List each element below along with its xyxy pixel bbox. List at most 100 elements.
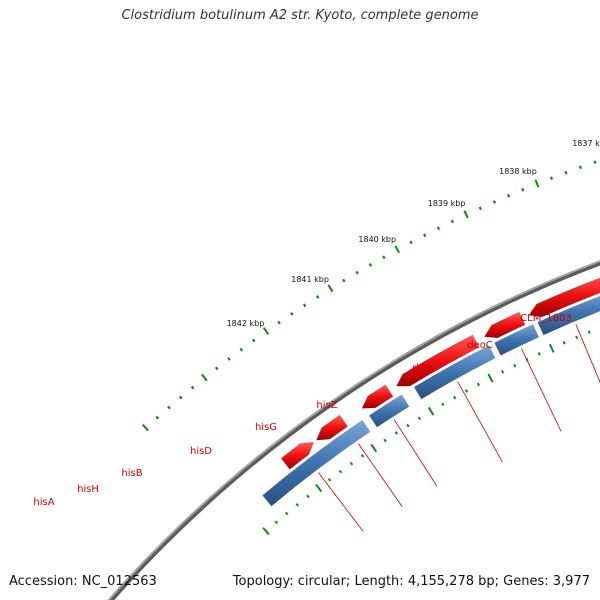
gene-label: hisZ xyxy=(316,400,337,411)
gene-label: hisG xyxy=(255,422,277,433)
inner-scale-dot xyxy=(370,443,378,453)
scale-dot xyxy=(141,423,149,432)
scale-dot xyxy=(506,193,511,198)
scale-dot xyxy=(593,160,597,164)
kbp-tick-label: 1840 kbp xyxy=(358,235,396,244)
scale-dot xyxy=(190,385,195,390)
kbp-tick-label: 1838 kbp xyxy=(499,167,537,176)
scale-dot xyxy=(327,284,334,293)
scale-dot xyxy=(409,240,413,245)
inner-scale-dot xyxy=(575,335,579,340)
accession-info: Accession: NC_012563 xyxy=(9,574,157,589)
scale-dot xyxy=(450,219,454,224)
inner-scale-dot xyxy=(587,330,591,334)
genome-summary: Topology: circular; Length: 4,155,278 bp… xyxy=(232,574,590,589)
scale-dot xyxy=(436,226,441,231)
scale-dot xyxy=(201,373,208,382)
gene-leader-line xyxy=(393,419,438,487)
scale-dot xyxy=(549,176,554,180)
gene-track xyxy=(262,277,600,507)
scale-dot xyxy=(478,206,482,211)
gene-label: rbsK xyxy=(412,363,435,374)
reverse-gene-bar xyxy=(368,394,410,428)
inner-scale-dot xyxy=(327,477,332,482)
scale-dot xyxy=(463,210,469,219)
inner-scale-dot xyxy=(487,373,494,383)
gene-label: hisD xyxy=(190,446,212,457)
inner-scale-dot xyxy=(406,423,410,428)
inner-scale-dot xyxy=(476,382,481,387)
inner-scale-dot xyxy=(548,343,555,353)
scale-dot xyxy=(534,179,540,188)
gene-label: deoC xyxy=(467,340,493,351)
inner-scale-dot xyxy=(394,431,399,435)
inner-scale-dot xyxy=(274,520,279,525)
genome-backbone xyxy=(107,260,600,600)
inner-scale-dot xyxy=(562,340,566,345)
inner-scale-dot xyxy=(349,461,354,466)
inner-scale-dots xyxy=(262,330,591,536)
inner-scale-dot xyxy=(464,389,469,393)
scale-dot xyxy=(368,263,373,267)
scale-dot xyxy=(355,270,359,275)
genes-value: 3,977 xyxy=(552,574,590,589)
scale-dot xyxy=(227,357,231,361)
scale-dot xyxy=(155,415,160,420)
scale-dot xyxy=(564,170,568,175)
gene-labels: hisA hisH hisB hisD hisG hisZ rbsK deoC CLM_1803 xyxy=(33,313,600,532)
scale-dot xyxy=(214,366,219,371)
topology-value: circular xyxy=(297,574,346,589)
scale-dot xyxy=(578,165,582,170)
kbp-tick-label: 1839 kbp xyxy=(428,199,466,208)
length-label: Length: xyxy=(354,574,404,589)
gene-leader-line xyxy=(521,348,562,432)
kbp-scale-dots xyxy=(141,160,597,432)
scale-dot xyxy=(290,312,294,316)
inner-scale-dot xyxy=(360,453,365,458)
scale-dot xyxy=(167,405,171,410)
scale-dot xyxy=(492,200,497,204)
kbp-tick-label: 1841 kbp xyxy=(291,275,329,284)
inner-scale-dot xyxy=(338,469,343,474)
scale-dot xyxy=(382,255,386,260)
scale-dot xyxy=(423,233,427,238)
topology-label: Topology: xyxy=(232,574,294,589)
scale-dot xyxy=(239,347,244,352)
gene-leader-line xyxy=(457,381,503,463)
scale-dot xyxy=(394,245,400,254)
forward-gene-arrow xyxy=(280,441,315,470)
inner-scale-dot xyxy=(383,438,387,443)
forward-gene-arrow xyxy=(361,384,394,409)
scale-dot xyxy=(178,395,183,400)
scale-dot xyxy=(315,295,320,299)
inner-scale-dot xyxy=(417,416,422,421)
inner-scale-dot xyxy=(262,527,270,536)
scale-dot xyxy=(342,278,346,283)
backbone-highlight xyxy=(108,260,600,600)
reverse-gene-bar xyxy=(494,324,540,356)
reverse-gene-bar xyxy=(413,345,496,400)
gene-label: CLM_1803 xyxy=(520,313,572,324)
scale-dot xyxy=(252,338,256,343)
gene-leader-line xyxy=(318,472,364,532)
genes-label: Genes: xyxy=(503,574,549,589)
map-title: Clostridium botulinum A2 str. Kyoto, com… xyxy=(121,8,479,23)
inner-scale-dot xyxy=(501,369,505,374)
backbone-line xyxy=(107,260,600,600)
forward-gene-arrow xyxy=(483,311,526,339)
forward-gene-arrow xyxy=(528,277,600,318)
gene-label: hisB xyxy=(121,468,142,479)
forward-gene-arrow xyxy=(396,334,480,387)
gene-label: hisA xyxy=(33,497,54,508)
forward-gene-arrow xyxy=(315,414,349,441)
inner-scale-dot xyxy=(315,483,323,493)
reverse-gene-bar xyxy=(262,419,371,507)
gene-leader-line xyxy=(357,443,403,507)
gene-leader-line xyxy=(575,324,600,384)
inner-scale-dot xyxy=(427,406,435,416)
inner-scale-dot xyxy=(441,402,445,407)
inner-scale-dot xyxy=(537,352,541,356)
kbp-tick-label: 1837 kbp xyxy=(572,139,600,148)
scale-dot xyxy=(277,320,281,325)
